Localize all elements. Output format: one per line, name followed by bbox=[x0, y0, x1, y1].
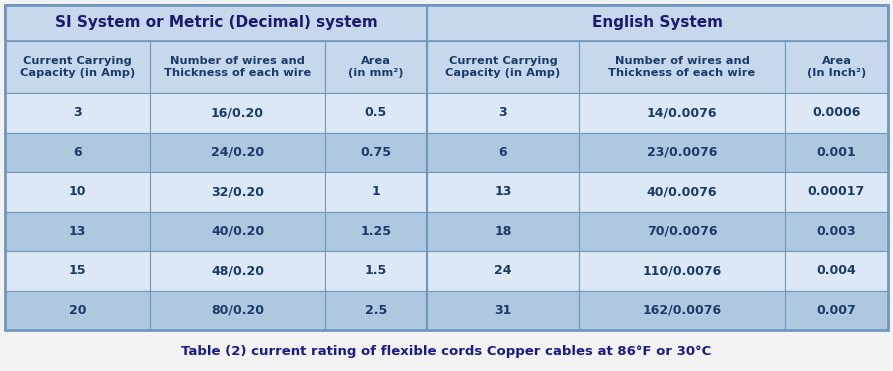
Text: 80/0.20: 80/0.20 bbox=[211, 304, 264, 317]
Text: 40/0.0076: 40/0.0076 bbox=[647, 185, 717, 198]
Text: 110/0.0076: 110/0.0076 bbox=[642, 264, 722, 277]
Bar bbox=[5, 5, 427, 41]
Bar bbox=[325, 41, 427, 93]
Bar bbox=[150, 132, 325, 172]
Text: Number of wires and
Thickness of each wire: Number of wires and Thickness of each wi… bbox=[608, 56, 755, 78]
Bar bbox=[785, 93, 888, 132]
Bar bbox=[325, 172, 427, 211]
Text: 24: 24 bbox=[494, 264, 512, 277]
Bar bbox=[5, 211, 150, 251]
Text: 0.75: 0.75 bbox=[361, 146, 391, 159]
Text: 162/0.0076: 162/0.0076 bbox=[642, 304, 722, 317]
Text: 10: 10 bbox=[69, 185, 87, 198]
Text: 0.004: 0.004 bbox=[816, 264, 856, 277]
Bar bbox=[785, 290, 888, 330]
Text: 0.003: 0.003 bbox=[817, 225, 856, 238]
Text: Current Carrying
Capacity (in Amp): Current Carrying Capacity (in Amp) bbox=[20, 56, 135, 78]
Text: 40/0.20: 40/0.20 bbox=[211, 225, 264, 238]
Text: 2.5: 2.5 bbox=[364, 304, 387, 317]
Bar bbox=[150, 251, 325, 290]
Text: 13: 13 bbox=[494, 185, 512, 198]
Bar bbox=[785, 211, 888, 251]
Text: 70/0.0076: 70/0.0076 bbox=[647, 225, 717, 238]
Bar bbox=[427, 172, 579, 211]
Text: English System: English System bbox=[592, 16, 723, 30]
Bar bbox=[150, 41, 325, 93]
Bar bbox=[579, 41, 785, 93]
Text: 13: 13 bbox=[69, 225, 87, 238]
Bar bbox=[427, 211, 579, 251]
Text: 0.00017: 0.00017 bbox=[808, 185, 865, 198]
Text: Area
(In Inch²): Area (In Inch²) bbox=[807, 56, 866, 78]
Bar bbox=[579, 251, 785, 290]
Text: 23/0.0076: 23/0.0076 bbox=[647, 146, 717, 159]
Text: Number of wires and
Thickness of each wire: Number of wires and Thickness of each wi… bbox=[164, 56, 311, 78]
Text: 24/0.20: 24/0.20 bbox=[211, 146, 264, 159]
Text: SI System or Metric (Decimal) system: SI System or Metric (Decimal) system bbox=[54, 16, 378, 30]
Bar bbox=[325, 251, 427, 290]
Text: 3: 3 bbox=[73, 106, 82, 119]
Text: 6: 6 bbox=[73, 146, 82, 159]
Bar bbox=[427, 132, 579, 172]
Bar bbox=[5, 93, 150, 132]
Text: 16/0.20: 16/0.20 bbox=[211, 106, 264, 119]
Text: Current Carrying
Capacity (in Amp): Current Carrying Capacity (in Amp) bbox=[446, 56, 561, 78]
Text: 1.25: 1.25 bbox=[361, 225, 391, 238]
Bar bbox=[150, 172, 325, 211]
Bar bbox=[579, 211, 785, 251]
Bar bbox=[785, 172, 888, 211]
Bar bbox=[325, 93, 427, 132]
Bar bbox=[427, 5, 888, 41]
Text: 14/0.0076: 14/0.0076 bbox=[647, 106, 717, 119]
Text: 0.007: 0.007 bbox=[816, 304, 856, 317]
Text: 1.5: 1.5 bbox=[364, 264, 387, 277]
Text: 20: 20 bbox=[69, 304, 87, 317]
Bar bbox=[150, 211, 325, 251]
Bar bbox=[325, 132, 427, 172]
Text: Area
(in mm²): Area (in mm²) bbox=[348, 56, 404, 78]
Bar bbox=[150, 290, 325, 330]
Text: Table (2) current rating of flexible cords Copper cables at 86°F or 30°C: Table (2) current rating of flexible cor… bbox=[181, 345, 712, 358]
Bar bbox=[5, 132, 150, 172]
Bar bbox=[427, 41, 579, 93]
Bar bbox=[427, 290, 579, 330]
Text: 32/0.20: 32/0.20 bbox=[211, 185, 264, 198]
Text: 18: 18 bbox=[494, 225, 512, 238]
Bar bbox=[427, 93, 579, 132]
Bar bbox=[5, 172, 150, 211]
Bar bbox=[785, 41, 888, 93]
Bar bbox=[5, 251, 150, 290]
Bar bbox=[325, 211, 427, 251]
Bar bbox=[5, 290, 150, 330]
Bar bbox=[579, 290, 785, 330]
Text: 48/0.20: 48/0.20 bbox=[211, 264, 264, 277]
Bar bbox=[427, 251, 579, 290]
Bar bbox=[579, 172, 785, 211]
Text: 15: 15 bbox=[69, 264, 87, 277]
Text: 31: 31 bbox=[494, 304, 512, 317]
Text: 6: 6 bbox=[498, 146, 507, 159]
Text: 1: 1 bbox=[371, 185, 380, 198]
Bar bbox=[785, 132, 888, 172]
Bar bbox=[579, 93, 785, 132]
Text: 0.0006: 0.0006 bbox=[813, 106, 861, 119]
Bar bbox=[325, 290, 427, 330]
Bar bbox=[5, 5, 888, 330]
Bar bbox=[785, 251, 888, 290]
Bar bbox=[150, 93, 325, 132]
Bar bbox=[5, 41, 150, 93]
Text: 0.001: 0.001 bbox=[816, 146, 856, 159]
Text: 3: 3 bbox=[498, 106, 507, 119]
Bar bbox=[579, 132, 785, 172]
Text: 0.5: 0.5 bbox=[364, 106, 387, 119]
